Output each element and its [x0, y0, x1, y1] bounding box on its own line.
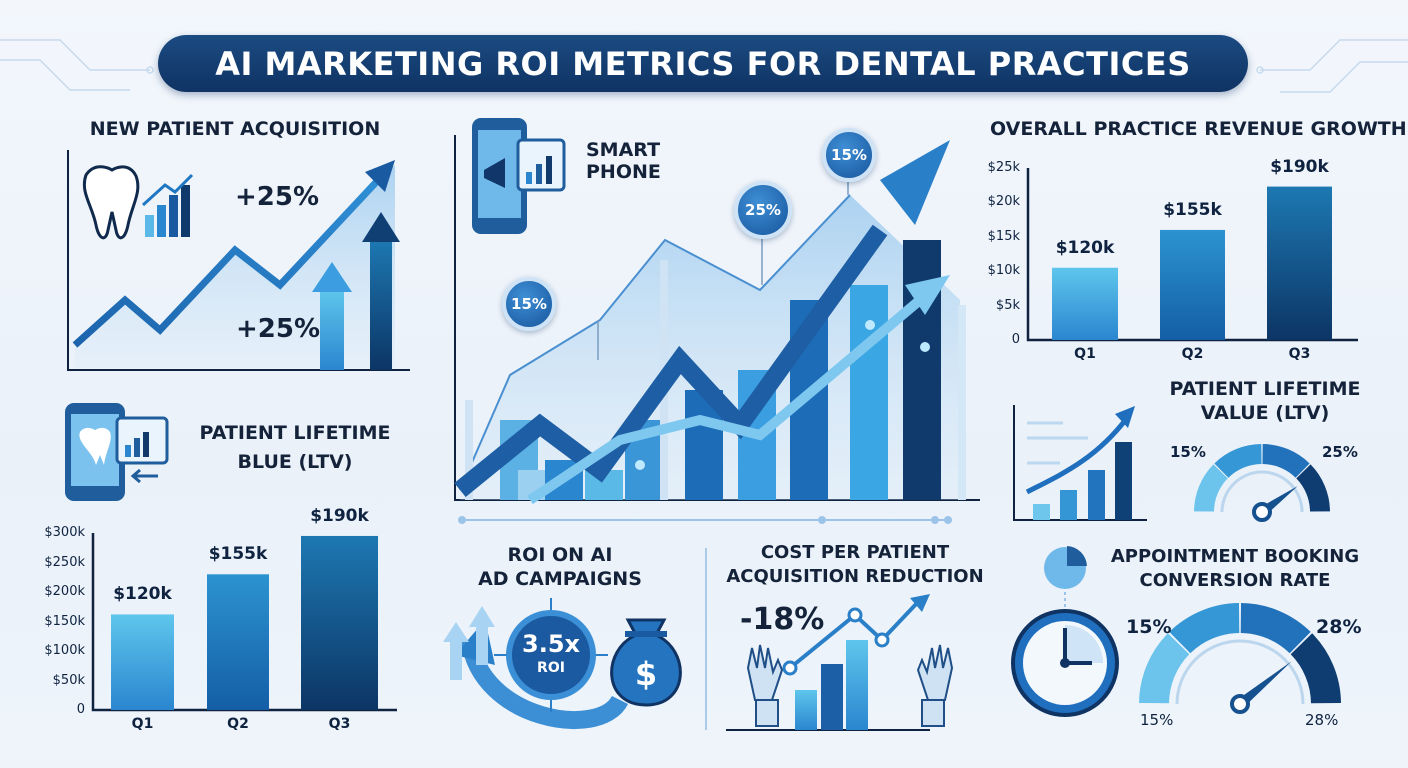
roi-value: 3.5x — [522, 630, 580, 658]
new-patient-acquisition-heading: NEW PATIENT ACQUISITION — [89, 118, 381, 140]
smart-phone-label-2: PHONE — [586, 161, 661, 183]
y-tick-label: $100k — [44, 643, 85, 658]
robot-hand-right-icon — [916, 644, 954, 727]
mini-bar-chart-icon — [141, 173, 194, 237]
bar-chart-revenue — [1026, 168, 1358, 342]
gauge-segment — [1240, 603, 1311, 654]
ltv-max-label: 25% — [1322, 443, 1358, 461]
roi-unit: ROI — [537, 660, 565, 676]
acquisition-badge-top: +25% — [235, 182, 320, 212]
booking-gauge — [1139, 603, 1341, 714]
bar-chart-ltv — [91, 533, 397, 712]
gauge-pivot — [1252, 502, 1272, 522]
decorative-bar — [465, 400, 473, 500]
y-tick-label: $300k — [44, 525, 85, 540]
bar-q2 — [207, 574, 269, 710]
booking-top-right-label: 28% — [1316, 616, 1362, 638]
y-tick-label: $200k — [44, 584, 85, 599]
booking-bottom-right-label: 28% — [1305, 711, 1339, 729]
bar-data-label: $190k — [310, 505, 369, 526]
chart-axes — [1026, 168, 1358, 342]
center-growth-chart — [454, 118, 980, 524]
bar-q3 — [301, 535, 378, 710]
y-tick-label: 0 — [76, 702, 85, 717]
phone-tooth-icon — [65, 403, 169, 501]
gauge-segment — [1290, 633, 1341, 704]
ltv-heading-1: PATIENT LIFETIME — [1169, 378, 1361, 400]
x-tick-label: Q3 — [328, 716, 351, 732]
circuit-decoration — [0, 39, 1408, 93]
roi-graphic — [443, 598, 682, 729]
gauge-segment — [1295, 464, 1330, 513]
pie-chart-icon — [1044, 546, 1087, 589]
ltv-min-label: 15% — [1170, 443, 1206, 461]
gauge-inner-ring — [1175, 639, 1305, 705]
ltv-gauge — [1194, 444, 1330, 522]
stat-bubble: 15% — [822, 128, 876, 182]
cost-reduction-value: -18% — [740, 602, 825, 637]
booking-heading-1: APPOINTMENT BOOKING — [1110, 546, 1360, 567]
ltv-heading-2: VALUE (LTV) — [1200, 402, 1330, 424]
bar-data-label: $120k — [1055, 237, 1115, 258]
acquisition-badge-bottom: +25% — [236, 314, 321, 344]
y-tick-label: $250k — [44, 554, 85, 570]
x-tick-label: Q3 — [1288, 346, 1311, 362]
y-tick-label: $15k — [987, 228, 1020, 244]
roi-heading-2: AD CAMPAIGNS — [478, 568, 642, 590]
cost-heading-2: ACQUISITION REDUCTION — [726, 566, 984, 587]
y-tick-label: 0 — [1011, 332, 1020, 347]
page-title: AI MARKETING ROI METRICS FOR DENTAL PRAC… — [158, 35, 1248, 92]
bar-data-label: $190k — [1270, 156, 1329, 177]
x-tick-label: Q1 — [131, 716, 154, 732]
cost-heading-1: COST PER PATIENT — [760, 542, 950, 563]
booking-top-left-label: 15% — [1126, 616, 1172, 638]
x-tick-label: Q2 — [1181, 346, 1204, 362]
decorative-bar — [958, 305, 966, 500]
x-tick-label: Q1 — [1074, 346, 1096, 362]
gauge-segment — [1169, 603, 1240, 654]
y-tick-label: $150k — [44, 613, 85, 629]
smartphone-megaphone-icon — [472, 118, 566, 234]
robot-hand-left-icon — [746, 644, 784, 727]
booking-bottom-left-label: 15% — [1140, 711, 1174, 729]
bar-data-label: $155k — [1163, 199, 1222, 220]
dollar-sign: $ — [634, 655, 658, 693]
cost-reduction-graphic — [726, 594, 954, 731]
bar-q2 — [1160, 229, 1225, 340]
booking-heading-2: CONVERSION RATE — [1139, 570, 1331, 591]
y-tick-label: $10k — [987, 263, 1020, 279]
decorative-bar — [850, 285, 888, 500]
gauge-inner-ring — [1220, 470, 1304, 513]
stat-bubble: 25% — [734, 181, 792, 239]
x-tick-label: Q2 — [227, 716, 249, 732]
bar-data-label: $120k — [113, 584, 172, 605]
smart-phone-label-1: SMART — [586, 139, 661, 161]
gauge-segment — [1214, 444, 1263, 479]
tooth-icon — [82, 165, 140, 240]
patient-lifetime-blue-heading-2: BLUE (LTV) — [237, 451, 353, 473]
chart-axes — [91, 533, 397, 712]
bar-q3 — [1267, 186, 1332, 340]
gauge-segment — [1261, 444, 1310, 479]
gauge-segment — [1194, 464, 1229, 513]
new-patient-acquisition-chart — [67, 150, 410, 371]
y-tick-label: $20k — [987, 194, 1020, 210]
bar-q1 — [111, 614, 174, 710]
y-tick-label: $5k — [995, 297, 1020, 313]
y-tick-label: $50k — [52, 672, 85, 688]
gauge-needle — [1236, 661, 1292, 708]
revenue-growth-heading: OVERALL PRACTICE REVENUE GROWTH — [990, 118, 1407, 140]
stat-bubble: 15% — [502, 277, 556, 331]
patient-lifetime-blue-heading-1: PATIENT LIFETIME — [199, 422, 391, 444]
bar-q1 — [1052, 267, 1118, 340]
money-bag-icon — [610, 618, 682, 707]
y-tick-label: $25k — [987, 160, 1020, 175]
growth-chart-icon — [1013, 405, 1147, 521]
clock-icon — [1011, 609, 1119, 717]
roi-heading-1: ROI ON AI — [507, 544, 613, 566]
gauge-segment — [1139, 633, 1190, 704]
gauge-pivot — [1230, 694, 1250, 714]
bar-data-label: $155k — [208, 544, 268, 565]
